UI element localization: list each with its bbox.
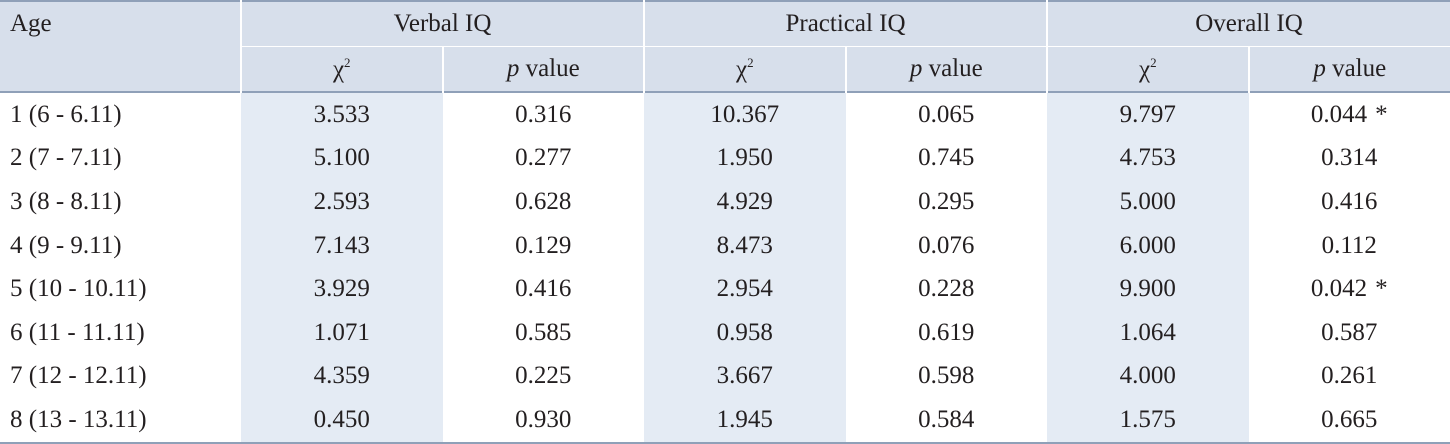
overall-chi-cell: 9.900 [1047, 267, 1249, 311]
verbal-chi-cell: 1.071 [241, 310, 443, 355]
verbal-chi-cell: 7.143 [241, 223, 443, 268]
practical-chi-cell: 0.958 [644, 310, 846, 355]
p-value-header: p value [844, 46, 1048, 92]
verbal-p-cell: 0.930 [442, 398, 645, 444]
practical-chi-cell: 10.367 [644, 92, 846, 137]
header-row-stats: χ2 p value χ2 p value χ2 p value [0, 46, 1450, 92]
age-cell: 1 (6 - 6.11) [10, 100, 122, 128]
table-row: 7 (12 - 12.11) 4.359 0.225 3.667 0.598 4.000 0… [0, 354, 1450, 399]
significance-marker: * [1375, 275, 1388, 303]
overall-p-cell: 0.042 * [1310, 275, 1388, 303]
practical-iq-header: Practical IQ [643, 1, 1048, 47]
overall-chi-cell: 6.000 [1047, 223, 1249, 268]
verbal-chi-cell: 5.100 [241, 136, 443, 181]
overall-chi-cell: 5.000 [1047, 180, 1249, 224]
table-row: 2 (7 - 7.11) 5.100 0.277 1.950 0.745 4.753 0.3… [0, 136, 1450, 181]
verbal-chi-cell: 2.593 [241, 180, 443, 224]
overall-p-cell: 0.314 [1321, 144, 1378, 172]
practical-p-cell: 0.228 [918, 275, 975, 303]
practical-chi-cell: 2.954 [644, 267, 846, 311]
table-row: 8 (13 - 13.11) 0.450 0.930 1.945 0.584 1.575 0… [0, 398, 1450, 444]
age-cell: 8 (13 - 13.11) [0, 398, 241, 444]
significance-marker: * [1375, 100, 1388, 128]
verbal-p-cell: 0.129 [515, 231, 572, 259]
table-row: 1 (6 - 6.11) 3.533 0.316 10.367 0.065 9.797 0.… [0, 92, 1450, 137]
age-cell: 3 (8 - 8.11) [10, 187, 122, 215]
age-cell: 4 (9 - 9.11) [10, 231, 122, 259]
overall-p-cell: 0.587 [1321, 318, 1378, 346]
age-cell: 7 (12 - 12.11) [10, 362, 147, 390]
age-cell: 2 (7 - 7.11) [10, 144, 122, 172]
verbal-chi-cell: 4.359 [241, 354, 443, 399]
verbal-p-cell: 0.316 [515, 100, 572, 128]
verbal-p-cell: 0.277 [515, 144, 572, 172]
verbal-p-cell: 0.416 [515, 275, 572, 303]
practical-chi-cell: 1.950 [644, 136, 846, 181]
practical-p-cell: 0.295 [918, 187, 975, 215]
overall-chi-cell: 1.064 [1047, 310, 1249, 355]
chi-square-header: χ2 [1046, 46, 1249, 92]
age-column-header: Age [0, 1, 241, 92]
practical-p-cell: 0.076 [918, 231, 975, 259]
verbal-p-cell: 0.628 [515, 187, 572, 215]
chi-square-header: χ2 [643, 46, 846, 92]
p-value-header: p value [1247, 46, 1450, 92]
table-row: 3 (8 - 8.11) 2.593 0.628 4.929 0.295 5.000 0.4… [0, 180, 1450, 224]
verbal-p-cell: 0.225 [515, 362, 572, 390]
header-row-groups: Age Verbal IQ Practical IQ Overall IQ [0, 1, 1450, 92]
verbal-chi-cell: 0.450 [241, 398, 443, 444]
overall-p-cell: 0.665 [1248, 398, 1450, 444]
table-row: 6 (11 - 11.11) 1.071 0.585 0.958 0.619 1.064 0… [0, 310, 1450, 355]
overall-p-cell: 0.112 [1321, 231, 1377, 259]
table-body: 1 (6 - 6.11) 3.533 0.316 10.367 0.065 9.797 0.… [0, 92, 1450, 444]
practical-chi-cell: 1.945 [644, 398, 846, 444]
overall-p-cell: 0.416 [1321, 187, 1378, 215]
practical-chi-cell: 3.667 [644, 354, 846, 399]
table-header: Age Verbal IQ Practical IQ Overall IQ χ2… [0, 1, 1450, 92]
practical-p-cell: 0.745 [918, 144, 975, 172]
practical-p-cell: 0.619 [918, 318, 975, 346]
verbal-iq-header: Verbal IQ [239, 1, 645, 47]
table-row: 5 (10 - 10.11) 3.929 0.416 2.954 0.228 9.900 0… [0, 267, 1450, 311]
practical-chi-cell: 8.473 [644, 223, 846, 268]
practical-chi-cell: 4.929 [644, 180, 846, 224]
practical-p-cell: 0.598 [918, 362, 975, 390]
overall-chi-cell: 1.575 [1047, 398, 1249, 444]
age-cell: 6 (11 - 11.11) [10, 318, 145, 346]
overall-chi-cell: 4.753 [1047, 136, 1249, 181]
verbal-chi-cell: 3.533 [241, 92, 443, 137]
overall-iq-header: Overall IQ [1046, 1, 1450, 47]
age-cell: 5 (10 - 10.11) [10, 275, 147, 303]
overall-chi-cell: 4.000 [1047, 354, 1249, 399]
overall-chi-cell: 9.797 [1047, 92, 1249, 137]
table-row: 4 (9 - 9.11) 7.143 0.129 8.473 0.076 6.000 0.1… [0, 223, 1450, 268]
overall-p-cell: 0.261 [1321, 362, 1378, 390]
verbal-p-cell: 0.585 [515, 318, 572, 346]
practical-p-cell: 0.065 [918, 100, 975, 128]
verbal-chi-cell: 3.929 [241, 267, 443, 311]
p-value-header: p value [441, 46, 645, 92]
practical-p-cell: 0.584 [845, 398, 1048, 444]
chi-square-header: χ2 [240, 46, 443, 92]
overall-p-cell: 0.044 * [1310, 100, 1388, 128]
